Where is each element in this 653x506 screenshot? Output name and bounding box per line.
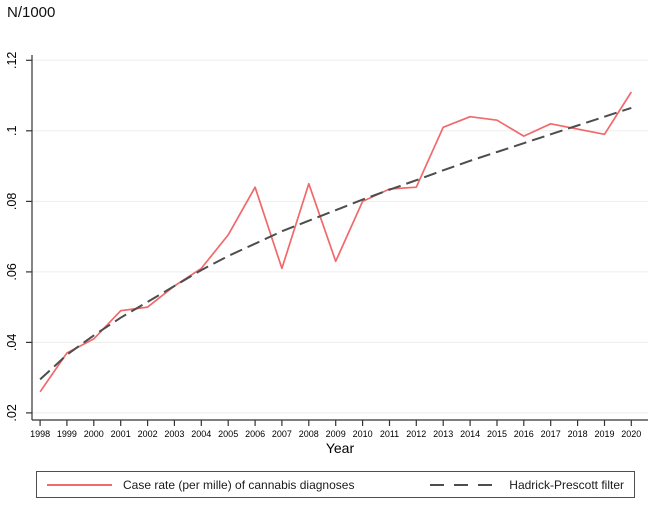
x-tick-label: 2019	[594, 429, 614, 439]
x-tick-label: 2000	[84, 429, 104, 439]
legend: Case rate (per mille) of cannabis diagno…	[36, 471, 635, 498]
y-tick-label: .08	[5, 193, 19, 210]
line-chart: .02 .04 .06 .08 .1 .12 1998 1999 2000 2001 2002 200…	[5, 52, 648, 456]
x-tick-label: 2001	[111, 429, 131, 439]
x-tick-label: 1999	[57, 429, 77, 439]
legend-item-case-rate: Case rate (per mille) of cannabis diagno…	[47, 478, 354, 492]
x-tick-label: 2007	[272, 429, 292, 439]
x-tick-label: 2017	[541, 429, 561, 439]
x-tick-label: 2008	[299, 429, 319, 439]
x-tick-label: 2015	[487, 429, 507, 439]
gray-dashed-line-swatch	[430, 483, 499, 486]
y-tick-label: .06	[5, 263, 19, 280]
legend-label-hp-filter: Hadrick-Prescott filter	[509, 477, 624, 492]
x-tick-label: 2011	[380, 429, 399, 439]
x-tick-label: 2014	[460, 429, 480, 439]
x-tick-label: 2009	[326, 429, 346, 439]
x-tick-label: 2010	[353, 429, 373, 439]
x-tick-label: 2006	[245, 429, 265, 439]
x-tick-label: 2004	[191, 429, 211, 439]
x-tick-label: 2012	[406, 429, 426, 439]
x-tick-label: 2003	[164, 429, 184, 439]
y-tick-label: .1	[5, 126, 19, 136]
x-tick-label: 2018	[568, 429, 588, 439]
red-solid-line-swatch	[47, 483, 112, 486]
x-tick-label: 1998	[30, 429, 50, 439]
x-tick-label: 2016	[514, 429, 534, 439]
y-tick-label: .02	[5, 404, 19, 421]
y-axis-unit-label: N/1000	[7, 4, 56, 21]
y-tick-label: .04	[5, 334, 19, 351]
legend-item-hp-filter: Hadrick-Prescott filter	[430, 478, 624, 492]
x-axis-title: Year	[326, 440, 355, 456]
hp-filter-line	[39, 106, 632, 381]
y-tick-label: .12	[5, 52, 19, 69]
x-tick-label: 2002	[138, 429, 158, 439]
x-tick-label: 2020	[621, 429, 641, 439]
legend-label-case-rate: Case rate (per mille) of cannabis diagno…	[123, 477, 355, 492]
x-tick-label: 2013	[433, 429, 453, 439]
x-tick-label: 2005	[218, 429, 238, 439]
